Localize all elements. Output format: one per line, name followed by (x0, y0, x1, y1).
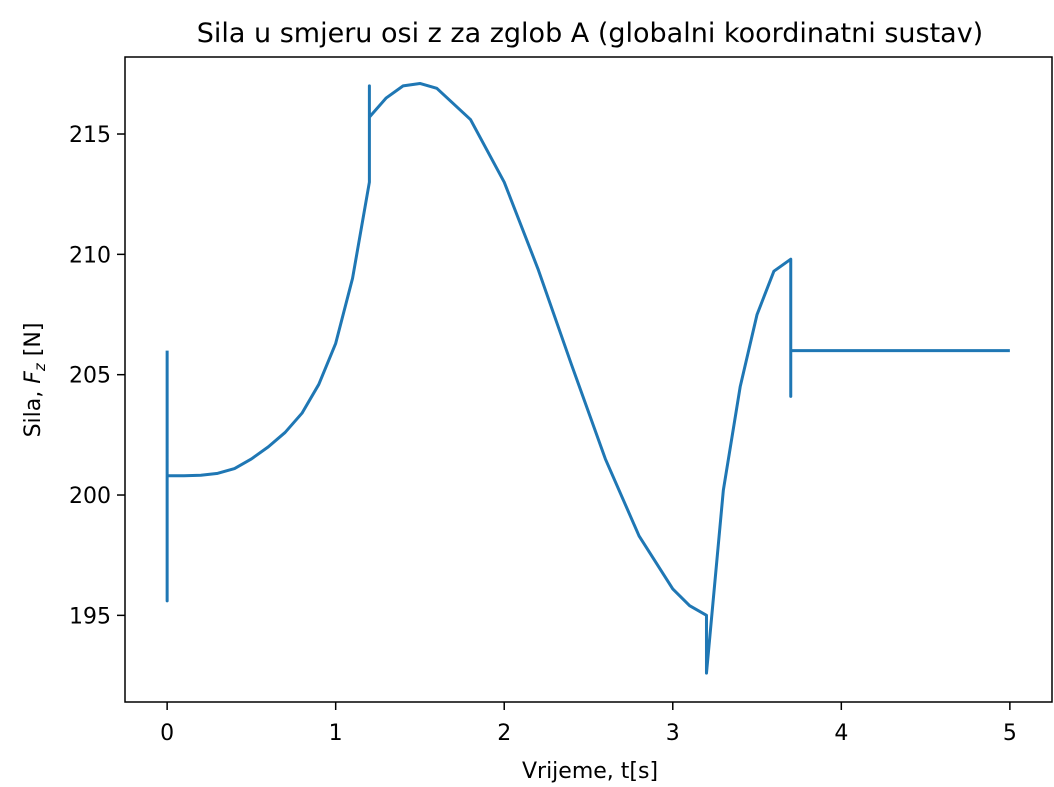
x-tick-label: 5 (1003, 721, 1017, 746)
x-tick-label: 2 (497, 721, 511, 746)
plot-frame (124, 56, 1053, 703)
y-tick-label: 215 (69, 123, 111, 148)
y-label-prefix: Sila, (21, 384, 46, 438)
x-tick-label: 0 (160, 721, 174, 746)
y-label-suffix: [N] (21, 323, 46, 364)
y-tick-label: 210 (69, 243, 111, 268)
x-axis-label: Vrijeme, t[s] (522, 759, 658, 784)
y-tick-label: 205 (69, 364, 111, 389)
x-tick-label: 4 (834, 721, 848, 746)
y-label-subscript: z (31, 362, 49, 372)
chart-title: Sila u smjeru osi z za zglob A (globalni… (197, 18, 983, 49)
data-line (165, 81, 1010, 675)
x-tick-label: 1 (329, 721, 343, 746)
x-tick-label: 3 (666, 721, 680, 746)
y-tick-label: 200 (69, 484, 111, 509)
y-label-symbol: F (21, 371, 46, 384)
y-tick-label: 195 (69, 604, 111, 629)
y-axis-label: Sila, Fz [N] (21, 323, 49, 438)
